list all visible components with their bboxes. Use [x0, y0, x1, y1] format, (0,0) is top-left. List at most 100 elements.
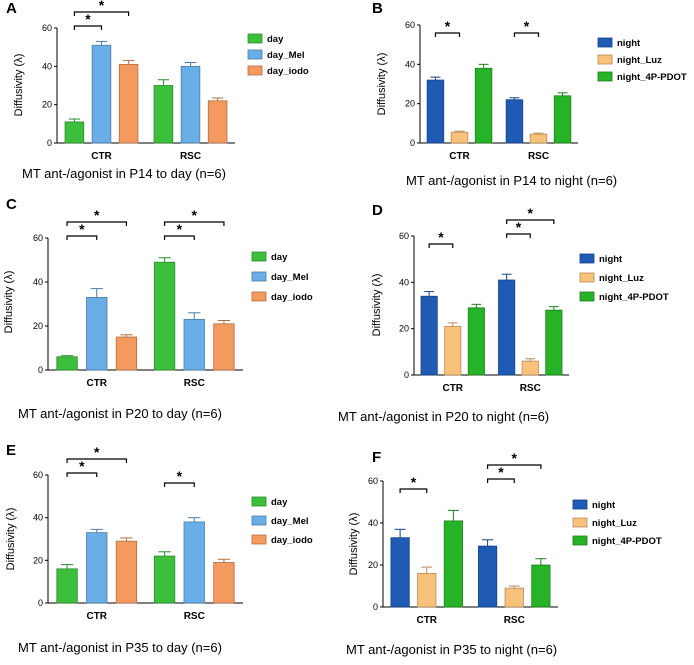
x-category-label: CTR	[416, 615, 437, 626]
bar	[115, 540, 138, 604]
y-tick-label: 0	[410, 138, 415, 148]
legend-label: night_4P-PDOT	[617, 72, 687, 83]
significance-bracket	[487, 464, 542, 469]
bar	[153, 261, 176, 371]
legend-swatch	[247, 49, 263, 60]
bar	[531, 564, 551, 608]
bar	[521, 360, 539, 376]
chart-caption: MT ant-/agonist in P35 to day (n=6)	[18, 640, 222, 655]
legend-swatch	[572, 535, 588, 546]
y-tick-label: 20	[42, 100, 52, 110]
y-tick-label: 60	[399, 231, 409, 241]
bar	[183, 318, 205, 371]
y-tick-label: 40	[405, 59, 415, 69]
y-axis-label: Diffusivity (λ)	[376, 53, 388, 116]
significance-bracket	[399, 488, 428, 493]
significance-star: *	[512, 450, 518, 466]
legend-label: day_iodo	[271, 292, 313, 303]
legend-label: day_Mel	[271, 272, 309, 283]
x-category-label: CTR	[449, 151, 470, 162]
legend-swatch	[597, 71, 613, 82]
y-tick-label: 0	[47, 138, 52, 148]
bar	[213, 323, 235, 371]
significance-star: *	[94, 444, 100, 460]
y-tick-label: 40	[33, 513, 43, 523]
legend-swatch	[579, 272, 595, 283]
legend-label: day	[267, 34, 284, 45]
legend-swatch	[247, 33, 263, 44]
y-tick-label: 40	[368, 518, 378, 528]
chart-panel-e: E 0 20 40 60 Diffusivity (λ) CTR RSC * * * day day_M…	[5, 442, 313, 655]
y-tick-label: 20	[405, 99, 415, 109]
bar	[213, 562, 235, 604]
chart-panel-b: B 0 20 40 60 Diffusivity (λ) CTR RSC * * night nigh…	[372, 0, 687, 188]
legend-swatch	[597, 54, 613, 65]
legend-swatch	[247, 65, 263, 76]
significance-star: *	[85, 11, 91, 27]
bar	[86, 532, 108, 604]
bar	[91, 44, 112, 144]
significance-bracket	[163, 482, 195, 487]
significance-bracket	[73, 11, 130, 16]
bar	[467, 307, 485, 376]
bar	[153, 555, 176, 604]
y-axis-label: Diffusivity (λ)	[3, 271, 15, 334]
significance-bracket	[66, 235, 98, 240]
significance-star: *	[524, 18, 530, 34]
legend-swatch	[251, 534, 267, 545]
bar	[115, 336, 138, 371]
x-category-label: RSC	[528, 151, 549, 162]
bar	[86, 296, 108, 371]
legend-label: night_Luz	[617, 55, 662, 66]
chart-caption: MT ant-/agonist in P20 to night (n=6)	[338, 409, 549, 424]
significance-bracket	[428, 243, 454, 248]
legend-label: night_Luz	[599, 273, 644, 284]
y-tick-label: 0	[38, 365, 43, 375]
bar	[56, 568, 78, 604]
significance-star: *	[177, 468, 183, 484]
y-axis-label: Diffusivity (λ)	[371, 274, 383, 337]
legend-label: day_iodo	[267, 66, 309, 77]
significance-bracket	[163, 235, 195, 240]
legend-swatch	[251, 515, 267, 526]
bar	[450, 131, 469, 144]
bar	[420, 295, 438, 376]
significance-star: *	[438, 229, 444, 245]
bar	[64, 121, 85, 144]
y-tick-label: 40	[33, 277, 43, 287]
panel-letter: F	[372, 449, 381, 466]
y-tick-label: 20	[399, 324, 409, 334]
significance-bracket	[506, 219, 555, 224]
legend-swatch	[251, 271, 267, 282]
bar	[118, 64, 139, 144]
panel-letter: E	[6, 442, 16, 459]
y-tick-label: 0	[38, 598, 43, 608]
panel-letter: D	[372, 202, 383, 219]
x-category-label: RSC	[504, 615, 525, 626]
significance-star: *	[94, 207, 100, 223]
bar	[426, 79, 445, 144]
significance-star: *	[192, 207, 198, 223]
chart-panel-d: D 0 20 40 60 Diffusivity (λ) CTR RSC * * * night nig…	[338, 202, 669, 424]
bar	[553, 95, 572, 144]
y-axis-label: Diffusivity (λ)	[348, 513, 360, 576]
significance-star: *	[79, 221, 85, 237]
chart-caption: MT ant-/agonist in P14 to day (n=6)	[22, 166, 226, 181]
legend-label: day_Mel	[267, 50, 305, 61]
legend-swatch	[579, 253, 595, 264]
y-tick-label: 60	[42, 23, 52, 33]
significance-star: *	[411, 474, 417, 490]
legend-label: day_iodo	[271, 535, 313, 546]
legend-label: night	[599, 254, 623, 265]
legend-label: night	[617, 38, 641, 49]
chart-panel-c: C 0 20 40 60 Diffusivity (λ) CTR RSC * * * * day day_…	[3, 196, 313, 421]
bar	[504, 587, 524, 608]
legend-label: night_Luz	[592, 518, 637, 529]
bar	[183, 521, 205, 604]
bar	[153, 85, 174, 144]
chart-caption: MT ant-/agonist in P14 to night (n=6)	[406, 173, 617, 188]
panel-letter: A	[6, 0, 17, 17]
panel-letter: C	[6, 196, 17, 213]
x-category-label: RSC	[184, 611, 205, 622]
